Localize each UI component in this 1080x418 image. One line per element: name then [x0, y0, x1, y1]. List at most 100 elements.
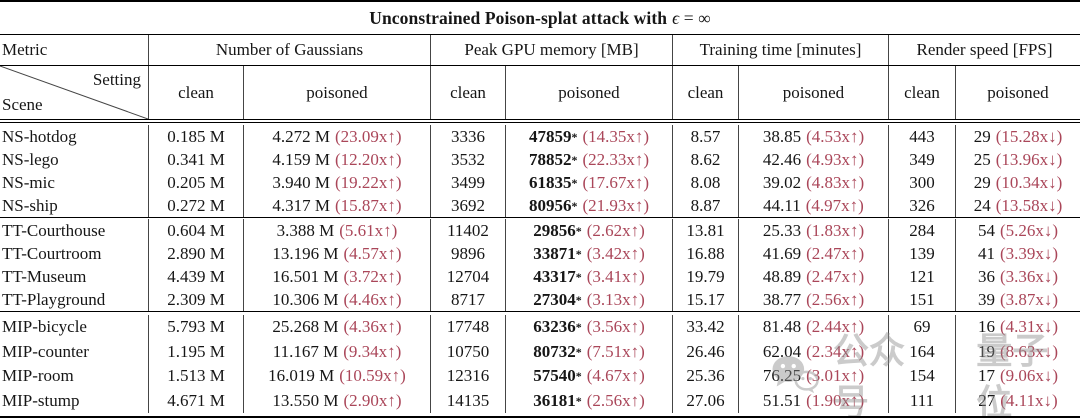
- gaussians-poisoned-cell: 16.501 M (3.72x↑): [243, 265, 430, 288]
- change-factor: (5.26x↓): [999, 220, 1059, 240]
- gaussians-clean-cell: 5.793 M: [148, 315, 243, 340]
- scene-label: NS-lego: [2, 149, 59, 169]
- change-factor: (2.34x↑): [806, 341, 865, 361]
- fps-poisoned-cell: 16 (4.31x↓): [955, 315, 1080, 340]
- gpu-poisoned-cell: 57540 * (4.67x↑): [505, 364, 672, 389]
- scene-label: NS-mic: [2, 172, 55, 192]
- poisoned-value: 47859: [528, 126, 572, 146]
- change-factor: (4.83x↑): [806, 172, 865, 192]
- fps-clean-header: clean: [888, 66, 955, 119]
- gpu-poisoned-cell: 33871 * (3.42x↑): [505, 242, 672, 265]
- poisoned-value: 29: [973, 172, 991, 192]
- time-clean-cell: 8.08: [672, 171, 738, 194]
- gpu-clean-cell: 12316: [430, 364, 505, 389]
- gaussians-clean-header: clean: [148, 66, 243, 119]
- poisoned-value: 11.167 M: [272, 341, 339, 361]
- time-clean-cell: 13.81: [672, 219, 738, 242]
- poisoned-value: 80956: [528, 195, 572, 215]
- time-clean-cell: 25.36: [672, 364, 738, 389]
- poisoned-value: 41: [977, 243, 995, 263]
- poisoned-value: 57540: [533, 366, 576, 386]
- fps-poisoned-cell: 19 (8.63x↓): [955, 339, 1080, 364]
- fps-poisoned-cell: 17 (9.06x↓): [955, 364, 1080, 389]
- change-factor: (3.13x↑): [586, 289, 645, 309]
- gpu-poisoned-cell: 61835 * (17.67x↑): [505, 171, 672, 194]
- gaussians-poisoned-cell: 4.317 M (15.87x↑): [243, 194, 430, 217]
- poisoned-value: 76.25: [762, 366, 802, 386]
- group-divider: [0, 311, 1080, 312]
- scene-setting-corner: Setting Scene: [0, 66, 148, 119]
- change-factor: (10.59x↑): [339, 366, 406, 386]
- fps-clean-cell: 69: [888, 315, 955, 340]
- fps-clean-cell: 326: [888, 194, 955, 217]
- scene-label: MIP-counter: [2, 341, 89, 361]
- gaussians-clean-cell: 0.341 M: [148, 148, 243, 171]
- time-poisoned-cell: 62.04 (2.34x↑): [738, 339, 888, 364]
- fps-poisoned-cell: 41 (3.39x↓): [955, 242, 1080, 265]
- fps-poisoned-cell: 27 (4.11x↓): [955, 388, 1080, 413]
- fps-poisoned-cell: 24 (13.58x↓): [955, 194, 1080, 217]
- poisoned-value: 39: [977, 289, 995, 309]
- gpu-clean-cell: 3532: [430, 148, 505, 171]
- fps-poisoned-cell: 36 (3.36x↓): [955, 265, 1080, 288]
- gaussians-poisoned-cell: 4.272 M (23.09x↑): [243, 125, 430, 148]
- time-poisoned-cell: 25.33 (1.83x↑): [738, 219, 888, 242]
- diagonal-line: [0, 66, 148, 119]
- gaussians-clean-cell: 0.604 M: [148, 219, 243, 242]
- gpu-clean-cell: 11402: [430, 219, 505, 242]
- gpu-clean-cell: 10750: [430, 339, 505, 364]
- poisoned-value: 81.48: [762, 317, 802, 337]
- gaussians-poisoned-cell: 3.940 M (19.22x↑): [243, 171, 430, 194]
- gpu-clean-cell: 14135: [430, 388, 505, 413]
- change-factor: (4.97x↑): [805, 195, 864, 215]
- poisoned-value: 13.550 M: [272, 390, 339, 410]
- change-factor: (21.93x↑): [582, 195, 650, 215]
- scene-label: NS-ship: [2, 195, 58, 215]
- poisoned-value: 4.159 M: [272, 149, 331, 169]
- scene-label: TT-Playground: [2, 289, 106, 309]
- gpu-poisoned-cell: 47859 * (14.35x↑): [505, 125, 672, 148]
- fps-clean-cell: 154: [888, 364, 955, 389]
- poisoned-value: 3.940 M: [272, 172, 331, 192]
- time-clean-cell: 19.79: [672, 265, 738, 288]
- poisoned-value: 78852: [528, 149, 572, 169]
- poisoned-value: 27: [978, 390, 996, 410]
- change-factor: (3.72x↑): [343, 266, 402, 286]
- change-factor: (3.36x↓): [999, 266, 1059, 286]
- gaussians-poisoned-cell: 16.019 M (10.59x↑): [243, 364, 430, 389]
- scene-label: TT-Courtroom: [2, 243, 102, 263]
- table-row: NS-ship 0.272 M 4.317 M (15.87x↑) 3692 80956 *…: [0, 194, 1080, 217]
- gpu-clean-cell: 8717: [430, 288, 505, 311]
- change-factor: (3.42x↑): [586, 243, 645, 263]
- poisoned-value: 38.85: [762, 126, 802, 146]
- poisoned-value: 25.33: [762, 220, 802, 240]
- fps-clean-cell: 284: [888, 219, 955, 242]
- scene-label: TT-Courthouse: [2, 220, 106, 240]
- gpu-clean-cell: 3692: [430, 194, 505, 217]
- gaussians-clean-cell: 0.185 M: [148, 125, 243, 148]
- fps-clean-cell: 151: [888, 288, 955, 311]
- gpu-poisoned-cell: 78852 * (22.33x↑): [505, 148, 672, 171]
- gpu-poisoned-cell: 63236 * (3.56x↑): [505, 315, 672, 340]
- gaussians-poisoned-cell: 25.268 M (4.36x↑): [243, 315, 430, 340]
- time-poisoned-cell: 38.77 (2.56x↑): [738, 288, 888, 311]
- fps-poisoned-cell: 25 (13.96x↓): [955, 148, 1080, 171]
- poisoned-value: 33871: [533, 243, 576, 263]
- corner-scene-label: Scene: [2, 95, 43, 114]
- gpu-poisoned-cell: 29856 * (2.62x↑): [505, 219, 672, 242]
- time-clean-cell: 8.87: [672, 194, 738, 217]
- change-factor: (2.90x↑): [343, 390, 402, 410]
- poisoned-value: 19: [977, 341, 995, 361]
- metric-label: Metric: [2, 40, 48, 59]
- poisoned-value: 17: [977, 366, 995, 386]
- poisoned-value: 48.89: [762, 266, 802, 286]
- table-row: MIP-counter 1.195 M 11.167 M (9.34x↑) 10750 8…: [0, 339, 1080, 364]
- metric-gpu-memory: Peak GPU memory [MB]: [430, 35, 672, 65]
- group-divider: [0, 217, 1080, 218]
- gaussians-clean-cell: 0.272 M: [148, 194, 243, 217]
- time-poisoned-cell: 42.46 (4.93x↑): [738, 148, 888, 171]
- poisoned-value: 25.268 M: [272, 317, 339, 337]
- metric-header-row: Metric Number of Gaussians Peak GPU memo…: [0, 35, 1080, 65]
- time-clean-cell: 33.42: [672, 315, 738, 340]
